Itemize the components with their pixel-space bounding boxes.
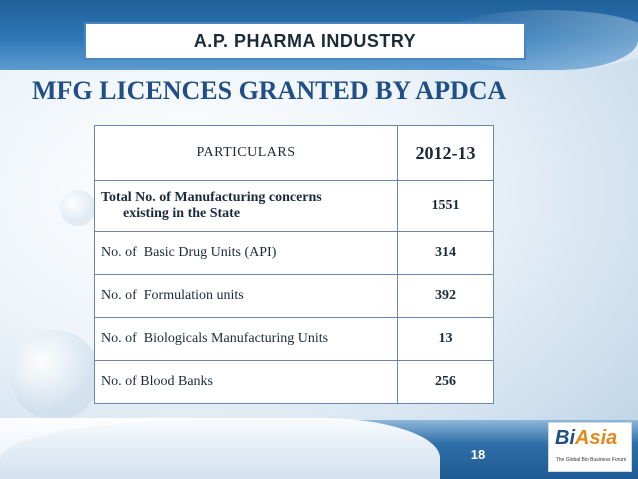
header-box-text: A.P. PHARMA INDUSTRY <box>193 30 417 51</box>
header-particulars: PARTICULARS <box>94 125 398 181</box>
bottom-highlight <box>0 418 440 479</box>
logo-tagline: The Global Bio Business Forum <box>555 457 627 463</box>
logo-wordmark-b: Bi <box>555 427 575 449</box>
table-row: No. of Biologicals Manufacturing Units 1… <box>94 317 494 361</box>
row-label-line1: Total No. of Manufacturing concerns <box>101 190 322 205</box>
row-value: 314 <box>397 231 494 275</box>
logo-wordmark: BiAsia <box>555 427 617 450</box>
table-header-row: PARTICULARS 2012-13 <box>94 125 494 181</box>
row-label: No. of Blood Banks <box>94 360 398 404</box>
header-year: 2012-13 <box>397 125 494 181</box>
row-label: No. of Biologicals Manufacturing Units <box>94 317 398 361</box>
row-label: No. of Formulation units <box>94 274 398 318</box>
logo-wordmark-a: Asia <box>575 427 618 449</box>
licences-table: PARTICULARS 2012-13 Total No. of Manufac… <box>94 125 494 404</box>
row-label: No. of Basic Drug Units (API) <box>94 231 398 275</box>
table-row: No. of Basic Drug Units (API) 314 <box>94 231 494 275</box>
row-value: 256 <box>397 360 494 404</box>
decorative-orb <box>60 190 96 226</box>
row-label: Total No. of Manufacturing concerns exis… <box>94 180 398 232</box>
page-number: 18 <box>470 447 486 462</box>
decorative-orb <box>10 330 100 420</box>
table-row: Total No. of Manufacturing concerns exis… <box>94 180 494 232</box>
table-row: No. of Blood Banks 256 <box>94 360 494 404</box>
slide-heading: MFG LICENCES GRANTED BY APDCA <box>32 76 507 105</box>
row-value: 392 <box>397 274 494 318</box>
row-label-line2: existing in the State <box>123 206 241 221</box>
row-value: 1551 <box>397 180 494 232</box>
row-value: 13 <box>397 317 494 361</box>
header-box: A.P. PHARMA INDUSTRY <box>84 22 526 60</box>
bioasia-logo: BiAsia The Global Bio Business Forum <box>548 422 632 472</box>
table-row: No. of Formulation units 392 <box>94 274 494 318</box>
